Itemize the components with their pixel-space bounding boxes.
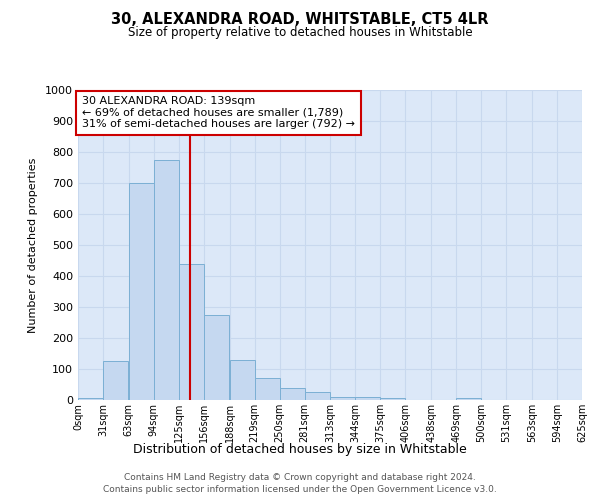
Bar: [280, 388, 305, 400]
Bar: [355, 397, 380, 400]
Bar: [78, 398, 103, 400]
Text: 30, ALEXANDRA ROAD, WHITSTABLE, CT5 4LR: 30, ALEXANDRA ROAD, WHITSTABLE, CT5 4LR: [111, 12, 489, 28]
Text: Size of property relative to detached houses in Whitstable: Size of property relative to detached ho…: [128, 26, 472, 39]
Bar: [254, 378, 280, 400]
Text: 30 ALEXANDRA ROAD: 139sqm
← 69% of detached houses are smaller (1,789)
31% of se: 30 ALEXANDRA ROAD: 139sqm ← 69% of detac…: [82, 96, 355, 130]
Bar: [154, 160, 179, 400]
Bar: [103, 361, 128, 400]
Bar: [305, 392, 329, 400]
Bar: [380, 398, 406, 400]
Bar: [129, 183, 154, 400]
Text: Contains public sector information licensed under the Open Government Licence v3: Contains public sector information licen…: [103, 485, 497, 494]
Bar: [179, 264, 204, 400]
Bar: [456, 398, 481, 400]
Bar: [331, 397, 355, 400]
Text: Distribution of detached houses by size in Whitstable: Distribution of detached houses by size …: [133, 442, 467, 456]
Text: Contains HM Land Registry data © Crown copyright and database right 2024.: Contains HM Land Registry data © Crown c…: [124, 472, 476, 482]
Y-axis label: Number of detached properties: Number of detached properties: [28, 158, 38, 332]
Bar: [204, 315, 229, 400]
Bar: [230, 360, 254, 400]
